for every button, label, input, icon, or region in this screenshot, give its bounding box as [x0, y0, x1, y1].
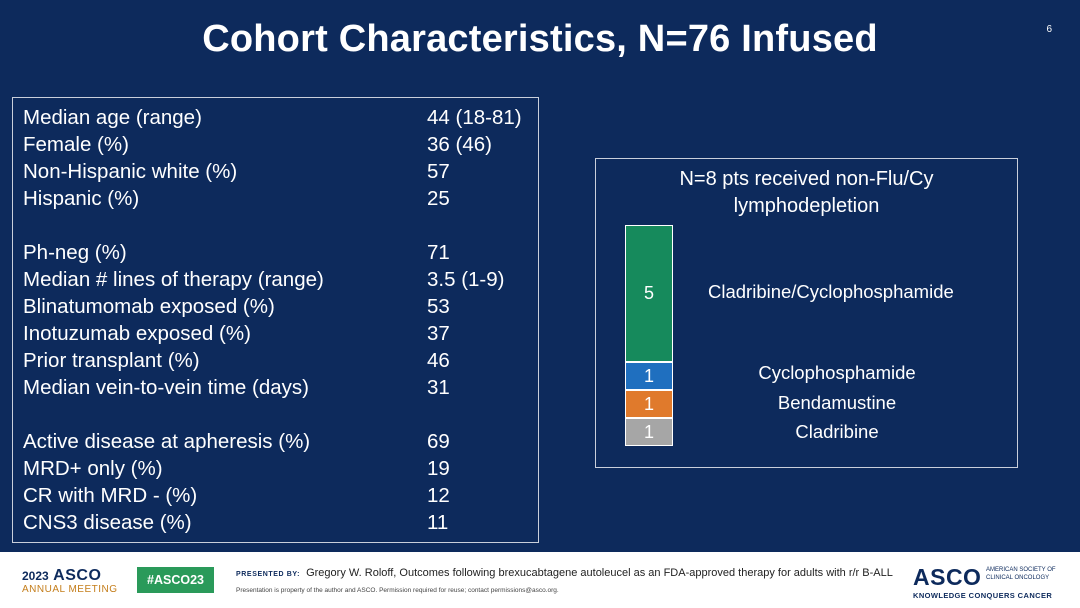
- lymphodepletion-title-line1: N=8 pts received non-Flu/Cy: [679, 168, 934, 190]
- table-row: Blinatumomab exposed (%) 53: [23, 293, 533, 320]
- segment-label: Cladribine/Cyclophosphamide: [708, 281, 954, 302]
- row-value: 3.5 (1-9): [427, 268, 505, 291]
- row-value: 44 (18-81): [427, 106, 522, 129]
- meeting-name: ANNUAL MEETING: [22, 584, 118, 595]
- lymphodepletion-title: N=8 pts received non-Flu/Cy lymphodeplet…: [596, 166, 1017, 220]
- stacked-bar-segment: 5: [625, 225, 673, 362]
- table-row: MRD+ only (%) 19: [23, 455, 533, 482]
- row-label: Median vein-to-vein time (days): [23, 376, 309, 399]
- row-label: CR with MRD - (%): [23, 484, 198, 507]
- table-row: CNS3 disease (%) 11: [23, 509, 533, 536]
- row-value: 69: [427, 430, 450, 453]
- table-row: Inotuzumab exposed (%) 37: [23, 320, 533, 347]
- meeting-year: 2023: [22, 569, 49, 583]
- row-label: Non-Hispanic white (%): [23, 160, 238, 183]
- slide-title: Cohort Characteristics, N=76 Infused: [202, 18, 878, 60]
- row-label: Inotuzumab exposed (%): [23, 322, 251, 345]
- segment-label: Bendamustine: [777, 392, 897, 413]
- table-row: Non-Hispanic white (%) 57: [23, 158, 533, 185]
- row-value: 12: [427, 484, 450, 507]
- row-label: Median # lines of therapy (range): [23, 268, 324, 291]
- asco-society-name: AMERICAN SOCIETY OF CLINICAL ONCOLOGY: [986, 567, 1056, 581]
- row-value: 46: [427, 349, 450, 372]
- presentation-info: Gregory W. Roloff, Outcomes following br…: [306, 567, 893, 579]
- table-row: Active disease at apheresis (%) 69: [23, 428, 533, 455]
- presented-by: PRESENTED BY: Gregory W. Roloff, Outcomes…: [236, 567, 893, 579]
- asco-tagline: KNOWLEDGE CONQUERS CANCER: [913, 591, 1053, 600]
- row-label: Prior transplant (%): [23, 349, 200, 372]
- row-value: 53: [427, 295, 450, 318]
- characteristics-table: Median age (range) 44 (18-81) Female (%)…: [12, 97, 539, 543]
- lymphodepletion-panel: N=8 pts received non-Flu/Cy lymphodeplet…: [595, 158, 1018, 468]
- table-row: Median vein-to-vein time (days) 31: [23, 374, 533, 401]
- annual-meeting-logo: 2023 ASCO ANNUAL MEETING: [22, 567, 122, 595]
- table-row: Median age (range) 44 (18-81): [23, 104, 533, 131]
- lymphodepletion-title-line2: lymphodepletion: [733, 195, 880, 217]
- row-value: 71: [427, 241, 450, 264]
- table-row: CR with MRD - (%) 12: [23, 482, 533, 509]
- table-row: Prior transplant (%) 46: [23, 347, 533, 374]
- page-number: 6: [1046, 24, 1052, 35]
- stacked-bar-segment: 1: [625, 418, 673, 446]
- row-value: 36 (46): [427, 133, 492, 156]
- permission-notice: Presentation is property of the author a…: [236, 587, 559, 594]
- stacked-bar-segment: 1: [625, 362, 673, 390]
- presented-by-label: PRESENTED BY:: [236, 571, 301, 578]
- row-label: MRD+ only (%): [23, 457, 163, 480]
- slide: Cohort Characteristics, N=76 Infused 6 M…: [0, 0, 1080, 552]
- row-value: 11: [427, 511, 449, 534]
- footer: 2023 ASCO ANNUAL MEETING #ASCO23 PRESENT…: [0, 552, 1080, 608]
- row-value: 37: [427, 322, 450, 345]
- row-label: CNS3 disease (%): [23, 511, 192, 534]
- row-value: 57: [427, 160, 450, 183]
- row-label: Blinatumomab exposed (%): [23, 295, 275, 318]
- row-label: Median age (range): [23, 106, 202, 129]
- table-row: Hispanic (%) 25: [23, 185, 533, 212]
- table-row: Female (%) 36 (46): [23, 131, 533, 158]
- row-label: Ph-neg (%): [23, 241, 127, 264]
- row-value: 19: [427, 457, 450, 480]
- segment-label: Cyclophosphamide: [758, 362, 916, 383]
- table-row: Median # lines of therapy (range) 3.5 (1…: [23, 266, 533, 293]
- row-label: Hispanic (%): [23, 187, 140, 210]
- table-row: Ph-neg (%) 71: [23, 239, 533, 266]
- row-value: 31: [427, 376, 450, 399]
- segment-label: Cladribine: [795, 421, 879, 442]
- asco-logo-text: ASCO: [913, 564, 982, 590]
- row-label: Female (%): [23, 133, 129, 156]
- row-value: 25: [427, 187, 450, 210]
- stacked-bar-segment: 1: [625, 390, 673, 418]
- hashtag-badge: #ASCO23: [137, 567, 214, 593]
- meeting-org: ASCO: [53, 567, 102, 584]
- row-label: Active disease at apheresis (%): [23, 430, 311, 453]
